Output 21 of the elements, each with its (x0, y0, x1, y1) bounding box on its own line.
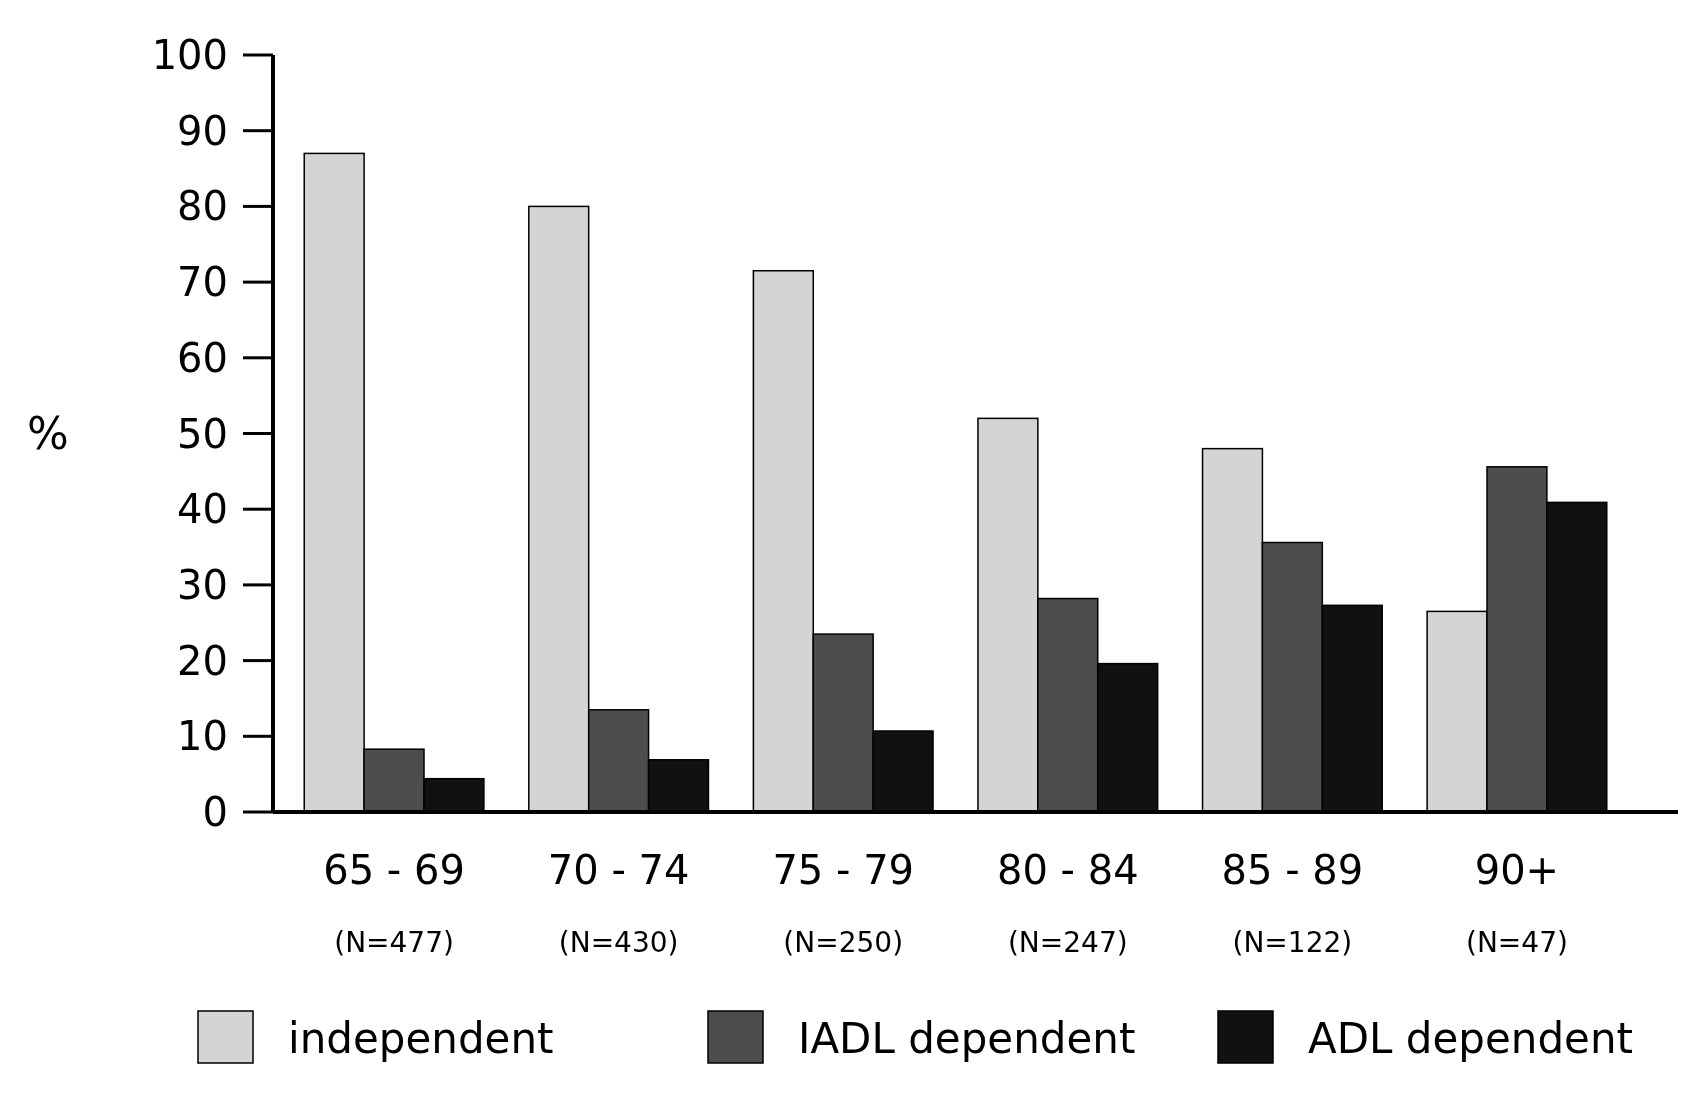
x-tick-label: 75 - 79 (N=250) (772, 847, 915, 959)
legend-label: independent (288, 1013, 554, 1063)
y-tick-label: 20 (177, 637, 228, 684)
y-tick-label: 60 (177, 334, 228, 381)
y-tick-label: 40 (177, 486, 228, 533)
x-tick-label: 80 - 84 (N=247) (996, 847, 1139, 959)
legend-label: IADL dependent (798, 1013, 1136, 1063)
y-axis-title: % (27, 407, 69, 459)
y-tick-label: 0 (202, 789, 228, 835)
y-tick-label: 80 (177, 183, 228, 230)
x-tick-label: 85 - 89 (N=122) (1221, 847, 1364, 959)
y-tick-label: 90 (177, 107, 228, 154)
legend-label: ADL dependent (1308, 1013, 1634, 1063)
y-tick-label: 100 (151, 32, 228, 78)
y-tick-label: 50 (177, 410, 228, 457)
y-tick-label: 10 (177, 713, 228, 760)
y-tick-label: 30 (177, 561, 228, 608)
x-tick-label: 65 - 69 (N=477) (323, 847, 465, 959)
y-tick-label: 70 (177, 259, 228, 306)
x-tick-label: 70 - 74 (N=430) (547, 847, 690, 959)
x-tick-label: 90+ (N=47) (1466, 847, 1568, 959)
